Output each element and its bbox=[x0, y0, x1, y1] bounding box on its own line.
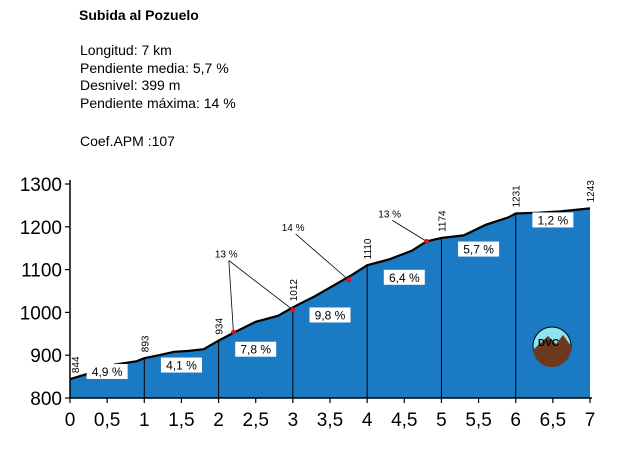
x-tick-label: 6,5 bbox=[540, 410, 566, 431]
x-tick-label: 3 bbox=[288, 410, 299, 431]
grade-label-box bbox=[86, 363, 128, 379]
steep-point-marker bbox=[346, 277, 351, 283]
x-tick-label: 4,5 bbox=[391, 410, 417, 431]
x-tick-label: 2,5 bbox=[243, 410, 269, 431]
y-tick-label: 1000 bbox=[20, 303, 62, 324]
steep-point-marker bbox=[290, 307, 296, 313]
segment-grade-label: 7,8 % bbox=[240, 343, 271, 357]
elevation-label: 844 bbox=[71, 356, 82, 373]
chart-title: Subida al Pozuelo bbox=[79, 7, 199, 23]
elevation-label: 1231 bbox=[512, 185, 523, 208]
x-tick-label: 1,5 bbox=[168, 410, 194, 431]
grade-label-box bbox=[532, 212, 574, 228]
logo-text: DVC bbox=[538, 338, 559, 349]
x-tick-label: 2 bbox=[213, 410, 224, 431]
profile-line bbox=[69, 207, 591, 381]
x-tick-label: 3,5 bbox=[317, 410, 343, 431]
note-leader-line bbox=[295, 233, 349, 281]
x-tick-label: 7 bbox=[585, 410, 596, 431]
elevation-label: 934 bbox=[215, 318, 226, 335]
grade-label-box bbox=[383, 269, 425, 285]
elevation-label: 893 bbox=[140, 335, 151, 352]
coef-text: Coef.APM :107 bbox=[80, 133, 175, 149]
segment-grade-label: 9,8 % bbox=[315, 308, 346, 322]
x-tick-label: 0,5 bbox=[94, 410, 120, 431]
max-grade-note: 13 % bbox=[378, 209, 401, 220]
y-tick-label: 1200 bbox=[20, 218, 62, 239]
note-leader-line bbox=[228, 260, 294, 311]
elevation-label: 1243 bbox=[586, 180, 597, 203]
dvc-logo: DVC bbox=[532, 326, 572, 368]
grade-label-box bbox=[309, 307, 351, 323]
segment-grade-label: 4,9 % bbox=[92, 365, 123, 379]
avg-grade-text: Pendiente media: 5,7 % bbox=[80, 59, 229, 76]
max-grade-note: 14 % bbox=[282, 223, 305, 234]
segment-grade-label: 1,2 % bbox=[538, 213, 569, 227]
y-tick-label: 800 bbox=[30, 389, 62, 410]
y-tick-label: 1100 bbox=[21, 261, 62, 282]
x-tick-label: 1 bbox=[139, 410, 150, 431]
x-tick-label: 0 bbox=[65, 410, 76, 431]
elevation-label: 1012 bbox=[289, 279, 300, 302]
x-tick-label: 4 bbox=[362, 410, 373, 431]
y-tick-label: 900 bbox=[30, 346, 62, 367]
length-text: Longitud: 7 km bbox=[80, 42, 172, 58]
segment-grade-label: 6,4 % bbox=[389, 271, 420, 285]
y-tick-label: 1300 bbox=[20, 175, 62, 196]
steep-point-marker bbox=[424, 238, 429, 244]
max-grade-text: Pendiente máxima: 14 % bbox=[80, 94, 236, 111]
segment-grade-label: 5,7 % bbox=[463, 243, 494, 257]
elevation-label: 1110 bbox=[363, 238, 374, 259]
profile-area bbox=[70, 208, 590, 398]
note-leader-line bbox=[228, 260, 234, 333]
grade-label-box bbox=[160, 357, 202, 373]
max-grade-note: 13 % bbox=[215, 250, 238, 261]
gain-text: Desnivel: 399 m bbox=[80, 77, 181, 93]
climb-info: Longitud: 7 km Pendiente media: 5,7 % De… bbox=[80, 42, 236, 112]
note-leader-line bbox=[392, 220, 427, 242]
steep-point-marker bbox=[231, 329, 236, 335]
x-tick-label: 5 bbox=[436, 410, 447, 431]
x-tick-label: 6 bbox=[510, 410, 521, 431]
grade-label-box bbox=[235, 341, 277, 357]
grade-label-box bbox=[458, 241, 500, 257]
x-tick-label: 5,5 bbox=[465, 410, 491, 431]
segment-grade-label: 4,1 % bbox=[166, 359, 197, 373]
elevation-label: 1174 bbox=[437, 210, 448, 232]
